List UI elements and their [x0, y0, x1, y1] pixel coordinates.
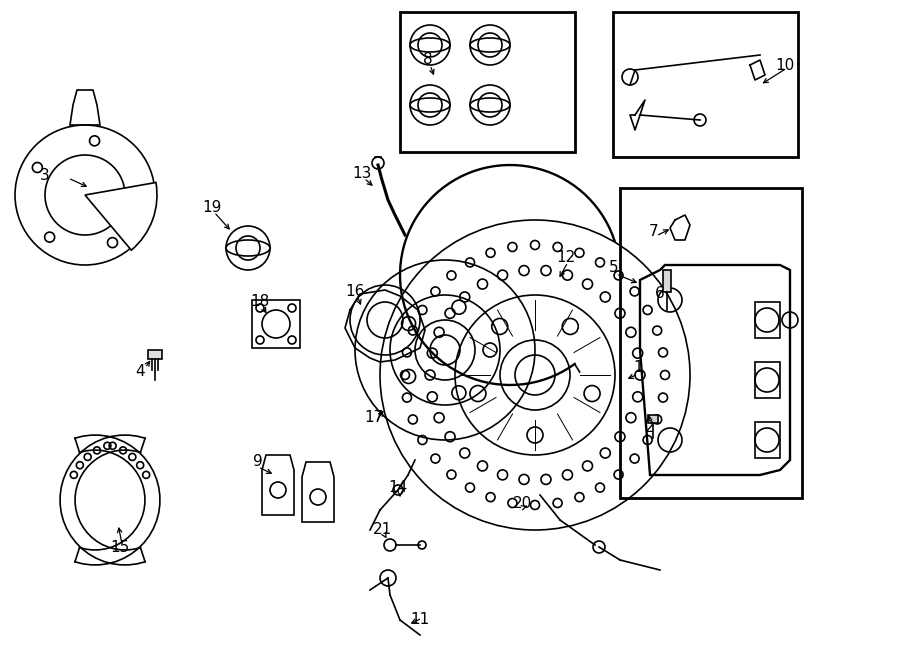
- Circle shape: [400, 371, 410, 379]
- Circle shape: [486, 492, 495, 502]
- Text: 13: 13: [352, 167, 372, 182]
- Circle shape: [460, 292, 470, 302]
- Circle shape: [498, 270, 508, 280]
- Circle shape: [460, 448, 470, 458]
- Circle shape: [530, 241, 539, 249]
- Circle shape: [447, 271, 456, 280]
- Wedge shape: [85, 182, 157, 250]
- Text: 19: 19: [202, 200, 221, 215]
- Circle shape: [486, 249, 495, 257]
- Text: 14: 14: [389, 481, 408, 496]
- Bar: [755, 302, 780, 338]
- Circle shape: [582, 279, 592, 289]
- Circle shape: [434, 327, 444, 337]
- Circle shape: [519, 266, 529, 276]
- Circle shape: [428, 392, 437, 402]
- Circle shape: [582, 461, 592, 471]
- Circle shape: [431, 287, 440, 296]
- Circle shape: [600, 292, 610, 302]
- Circle shape: [434, 412, 444, 422]
- Circle shape: [428, 348, 437, 358]
- Circle shape: [596, 483, 605, 492]
- Circle shape: [508, 498, 517, 508]
- Text: 17: 17: [364, 410, 383, 426]
- Text: 4: 4: [135, 364, 145, 379]
- Circle shape: [402, 348, 411, 357]
- Circle shape: [661, 371, 670, 379]
- Bar: [613, 12, 798, 157]
- Circle shape: [530, 500, 539, 510]
- Text: 16: 16: [346, 284, 365, 299]
- Circle shape: [659, 393, 668, 402]
- Circle shape: [508, 243, 517, 251]
- Text: 20: 20: [512, 496, 532, 510]
- Circle shape: [409, 415, 418, 424]
- Circle shape: [633, 392, 643, 402]
- Circle shape: [554, 243, 562, 251]
- Text: 7: 7: [649, 225, 659, 239]
- Text: 10: 10: [776, 58, 795, 73]
- Circle shape: [446, 432, 455, 442]
- Circle shape: [447, 470, 456, 479]
- Circle shape: [478, 279, 488, 289]
- Bar: [755, 422, 780, 458]
- Circle shape: [519, 475, 529, 485]
- Circle shape: [635, 370, 645, 380]
- Circle shape: [575, 249, 584, 257]
- Bar: [400, 12, 575, 152]
- Bar: [755, 362, 780, 398]
- Bar: [252, 300, 300, 348]
- Text: 9: 9: [253, 455, 263, 469]
- Circle shape: [418, 436, 427, 444]
- Circle shape: [644, 436, 652, 444]
- Text: 6: 6: [655, 286, 665, 301]
- Circle shape: [615, 432, 625, 442]
- Circle shape: [630, 454, 639, 463]
- Circle shape: [626, 327, 636, 337]
- Bar: [148, 350, 162, 359]
- Bar: [648, 415, 658, 423]
- Circle shape: [630, 287, 639, 296]
- Text: 8: 8: [423, 52, 433, 67]
- Circle shape: [562, 270, 572, 280]
- Circle shape: [626, 412, 636, 422]
- Circle shape: [478, 461, 488, 471]
- Text: 2: 2: [645, 420, 655, 436]
- Circle shape: [562, 470, 572, 480]
- Circle shape: [575, 492, 584, 502]
- Circle shape: [615, 308, 625, 319]
- Circle shape: [418, 305, 427, 315]
- Circle shape: [596, 258, 605, 267]
- Circle shape: [652, 415, 662, 424]
- Circle shape: [614, 271, 623, 280]
- Text: 15: 15: [111, 541, 130, 555]
- Text: 3: 3: [40, 167, 50, 182]
- Circle shape: [498, 470, 508, 480]
- Circle shape: [446, 308, 455, 319]
- Text: 11: 11: [410, 613, 429, 627]
- Circle shape: [644, 305, 652, 315]
- Text: 18: 18: [250, 295, 270, 309]
- Circle shape: [465, 258, 474, 267]
- Circle shape: [633, 348, 643, 358]
- Circle shape: [652, 326, 662, 335]
- Text: 12: 12: [556, 251, 576, 266]
- Circle shape: [554, 498, 562, 508]
- Circle shape: [425, 370, 435, 380]
- Circle shape: [614, 470, 623, 479]
- Bar: [663, 270, 671, 292]
- Circle shape: [659, 348, 668, 357]
- Text: 21: 21: [373, 522, 392, 537]
- Circle shape: [541, 266, 551, 276]
- Circle shape: [541, 475, 551, 485]
- Text: 5: 5: [609, 260, 619, 276]
- Circle shape: [402, 393, 411, 402]
- Text: 1: 1: [634, 360, 643, 375]
- Circle shape: [600, 448, 610, 458]
- Circle shape: [431, 454, 440, 463]
- Circle shape: [465, 483, 474, 492]
- Bar: [620, 188, 802, 498]
- Circle shape: [409, 326, 418, 335]
